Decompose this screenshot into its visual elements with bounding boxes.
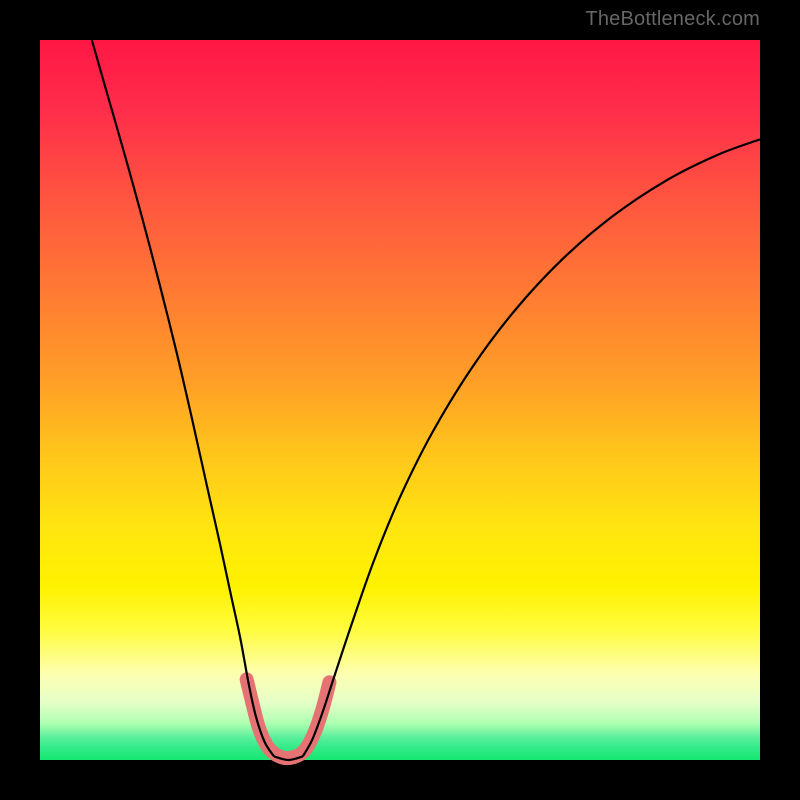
plot-area [40, 40, 760, 760]
black-curve-right [303, 139, 760, 756]
curve-layer [40, 40, 760, 760]
black-curve-left [92, 40, 274, 756]
highlight-marker [247, 679, 330, 758]
attribution-text: TheBottleneck.com [585, 8, 760, 31]
